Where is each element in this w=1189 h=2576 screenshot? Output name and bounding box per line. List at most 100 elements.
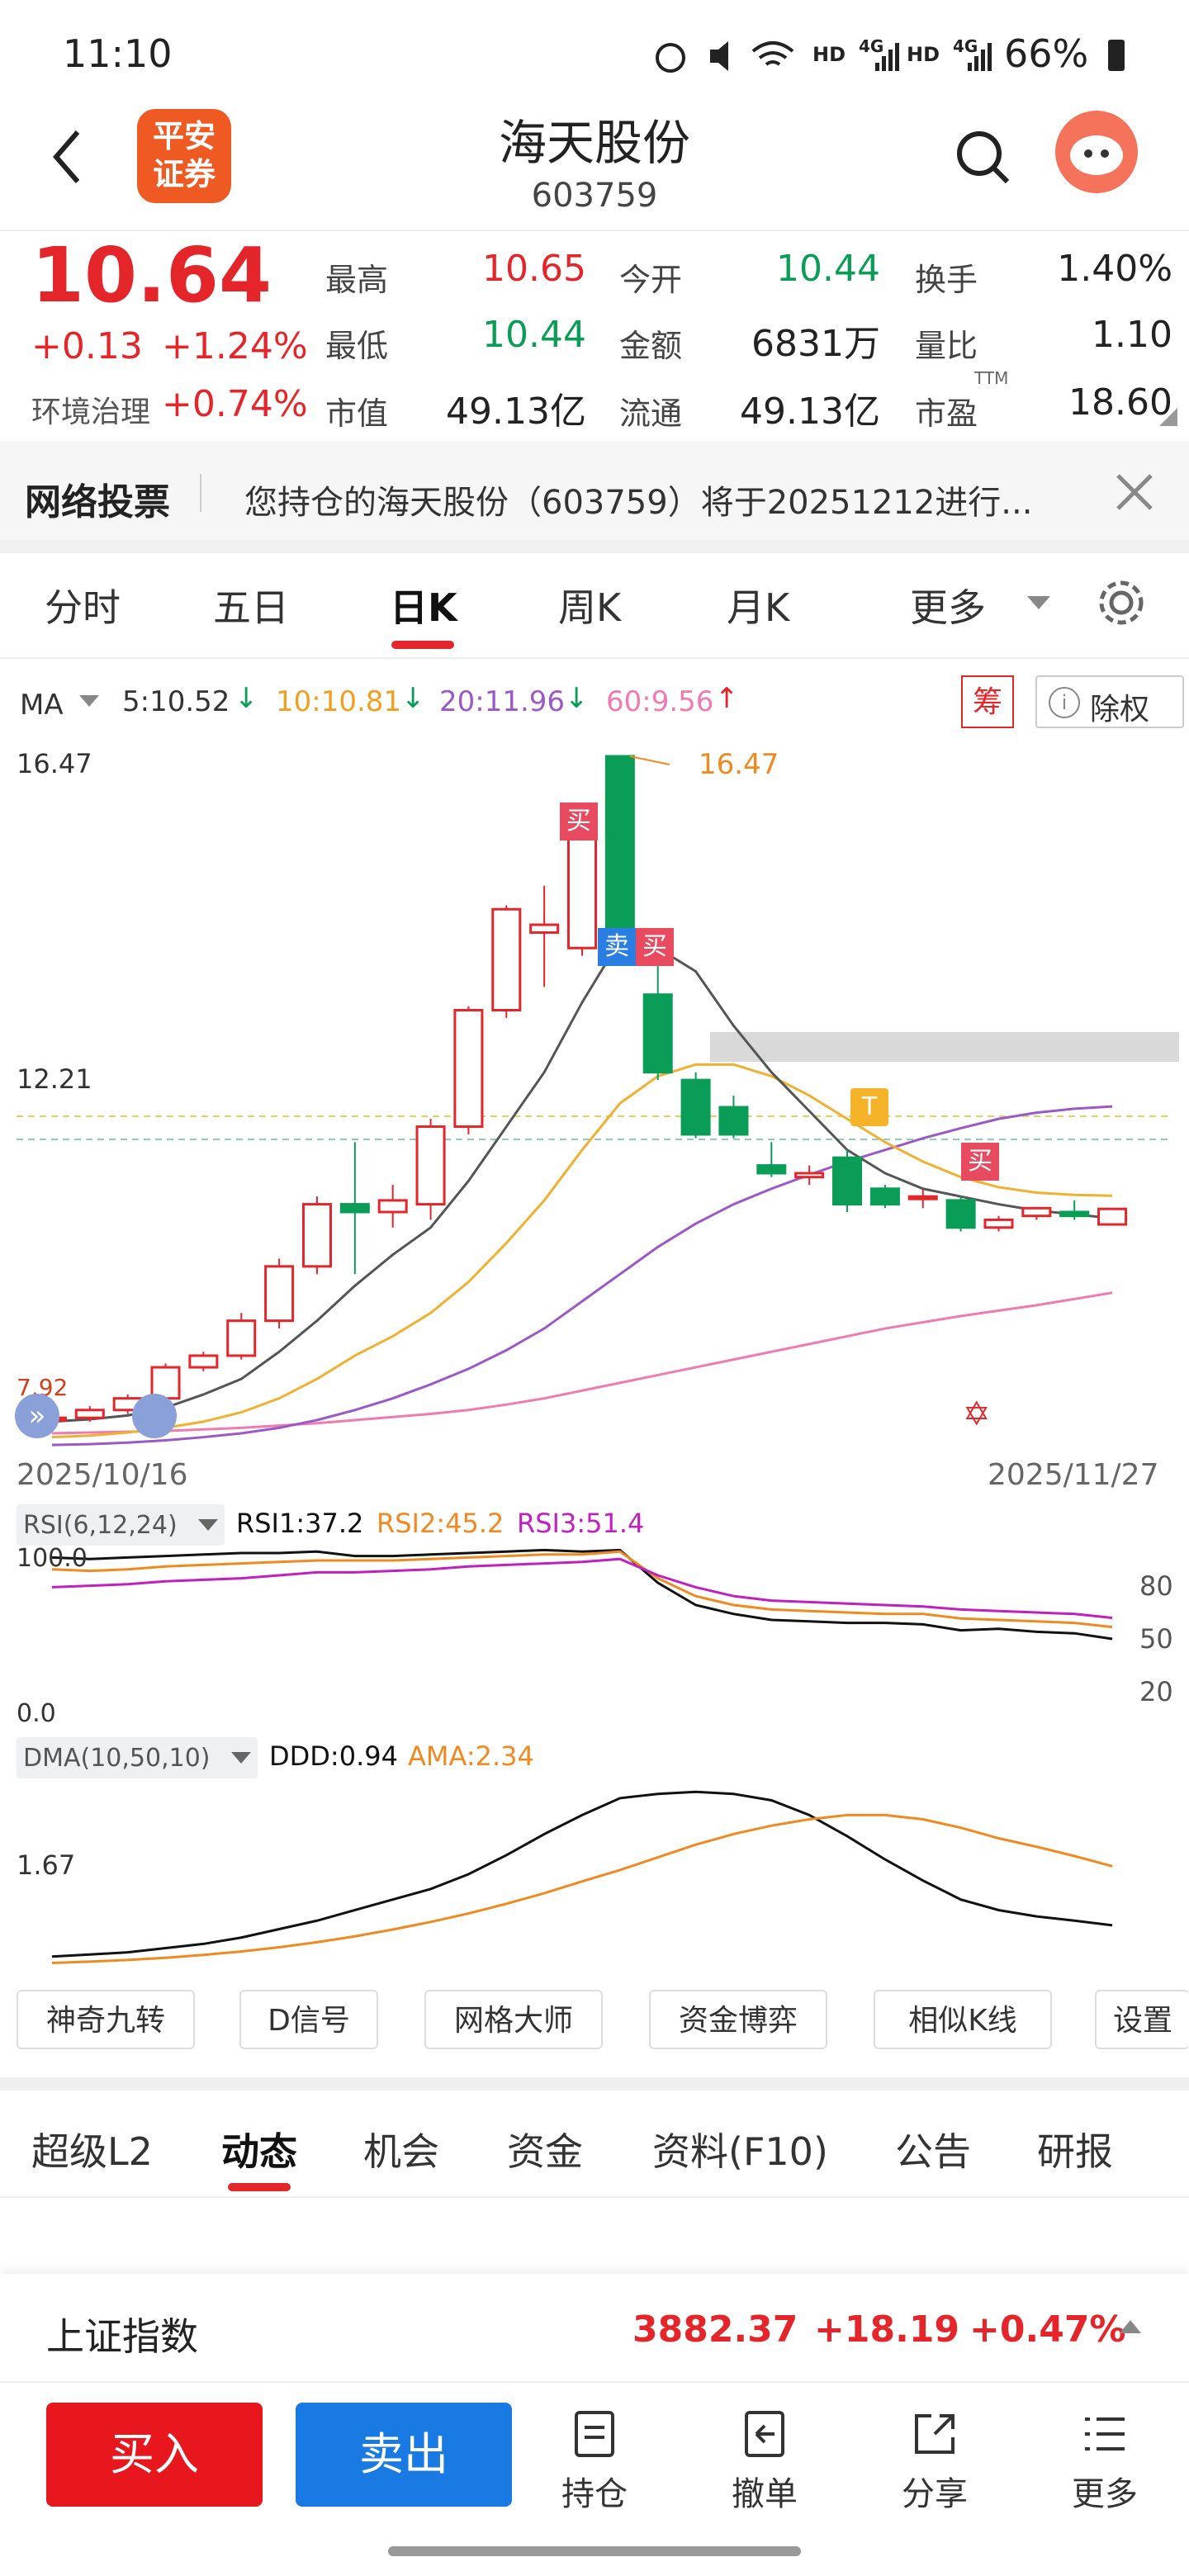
sector-pct: +0.74% [162,383,308,425]
change: +0.13 [31,325,143,367]
cancel-order-icon [745,2411,784,2457]
candle-body [945,1199,976,1229]
candle-body [869,1187,900,1206]
ma20-value: 20:11.96 [439,685,566,718]
tool-settings[interactable]: 设置 [1095,1990,1189,2049]
float-value: 49.13亿 [740,391,880,433]
more-dropdown-icon[interactable] [1027,596,1050,609]
mktcap-label: 市值 [325,395,389,432]
candle-body [907,1195,938,1200]
chart-mid-label: 12.21 [17,1063,92,1095]
ma-dropdown-icon[interactable] [79,695,99,707]
back-button[interactable] [41,124,91,190]
expand-corner-icon[interactable] [1159,408,1177,426]
ma20-line [51,1105,1113,1447]
tabs-divider [0,657,1189,659]
candle-body [491,907,522,1011]
ama-value: AMA:2.34 [408,1740,534,1772]
chip-button[interactable]: 筹 [961,675,1014,728]
nav-cancel-label: 撤单 [732,2475,798,2513]
holdings-icon [575,2411,614,2457]
tool-similar-k[interactable]: 相似K线 [874,1990,1052,2049]
nav-cancel[interactable]: 撤单 [715,2409,814,2515]
pe-value: 18.60 [1068,381,1172,424]
status-net1: 4G [859,36,884,56]
tab-yuek[interactable]: 月K [727,585,790,630]
nav-share[interactable]: 分享 [885,2409,984,2515]
tab-fenshi[interactable]: 分时 [45,585,121,630]
rsi-50-label: 50 [1139,1623,1173,1655]
float-label: 流通 [619,395,683,432]
ftab-f10[interactable]: 资料(F10) [652,2129,828,2174]
avatar-face-icon [1070,135,1123,175]
candle-body [718,1106,749,1136]
tool-magic-nine[interactable]: 神奇九转 [17,1990,195,2049]
search-icon [957,131,1010,184]
gear-icon [1099,580,1144,625]
sell-button[interactable]: 卖出 [296,2403,512,2507]
exright-button[interactable]: i 除权 [1035,675,1184,728]
buy-button[interactable]: 买入 [46,2403,263,2507]
index-bar[interactable]: 上证指数 3882.37 +18.19 +0.47% [0,2274,1189,2381]
candle-body [794,1172,825,1179]
close-icon [1116,474,1153,510]
section-gap-2 [0,2077,1189,2091]
mktcap-value: 49.13亿 [446,391,586,433]
ftab-divider [0,2196,1189,2198]
menu-icon [1085,2417,1125,2451]
ftab-news[interactable]: 动态 [221,2129,297,2174]
nav-more[interactable]: 更多 [1055,2409,1154,2515]
search-button[interactable] [950,124,1016,190]
open-value: 10.44 [776,248,880,290]
candle-body [1059,1210,1090,1218]
stock-name: 海天股份 [498,115,690,171]
status-battery: 66% [1004,31,1089,76]
index-name: 上证指数 [46,2314,198,2359]
nav-share-label: 分享 [902,2475,968,2513]
resistance-band [710,1032,1179,1062]
battery-icon [1108,40,1125,71]
avatar[interactable] [1055,111,1138,193]
ma-label[interactable]: MA [20,689,64,722]
high-value: 10.65 [482,248,586,290]
candle-body [832,1156,863,1206]
ftab-l2[interactable]: 超级L2 [31,2129,153,2174]
index-expand-icon[interactable] [1120,2320,1141,2333]
chart-settings-button[interactable] [1097,578,1146,627]
turnover-label: 换手 [915,262,978,298]
drag-handle-button[interactable] [132,1394,177,1438]
kline-chart[interactable] [0,735,1189,1461]
tab-rik[interactable]: 日K [390,585,457,630]
star-marker-icon[interactable]: ✡ [963,1395,991,1433]
ftab-research[interactable]: 研报 [1037,2129,1113,2174]
rsi-bot-label: 0.0 [17,1699,56,1728]
candle-body [529,923,560,934]
tool-d-signal[interactable]: D信号 [239,1990,378,2049]
tool-grid-master[interactable]: 网格大师 [424,1990,603,2049]
status-net2: 4G [953,36,978,56]
rsi-param-button[interactable]: RSI(6,12,24) [17,1504,225,1546]
end-date: 2025/11/27 [988,1458,1159,1492]
rsi3-value: RSI3:51.4 [517,1508,645,1539]
expand-left-button[interactable]: » [15,1394,59,1438]
ftab-announce[interactable]: 公告 [895,2129,971,2174]
notice-close-button[interactable] [1111,469,1158,515]
change-pct: +1.24% [162,325,308,367]
notice-bar[interactable]: 网络投票 您持仓的海天股份（603759）将于20251212进行... [0,441,1189,540]
rsi-20-label: 20 [1139,1676,1173,1707]
nav-hold[interactable]: 持仓 [545,2409,644,2515]
dma-param-button[interactable]: DMA(10,50,10) [17,1737,258,1778]
ma60-value: 60:9.56 [606,685,714,718]
tab-wuri[interactable]: 五日 [213,585,289,630]
tab-zhouk[interactable]: 周K [558,585,622,630]
ftab-fund[interactable]: 资金 [507,2129,583,2174]
open-label: 今开 [619,262,683,298]
rsi-80-label: 80 [1139,1570,1173,1602]
candle-body [301,1203,332,1268]
broker-logo: 平安 证券 [137,109,231,203]
notice-label: 网络投票 [25,481,170,523]
candle-body [453,1008,484,1129]
ftab-opportunity[interactable]: 机会 [363,2129,439,2174]
tab-more[interactable]: 更多 [910,585,986,630]
tool-fund-game[interactable]: 资金博弈 [649,1990,827,2049]
